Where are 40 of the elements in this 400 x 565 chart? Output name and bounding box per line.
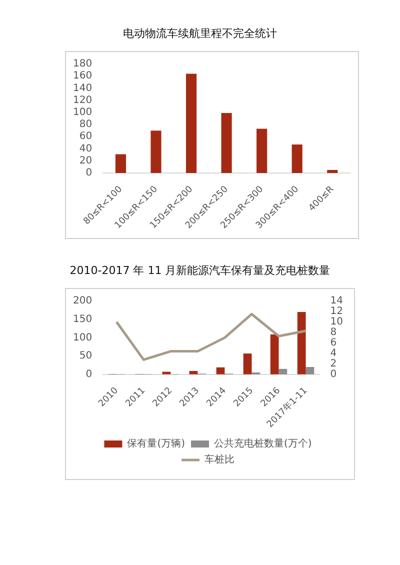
- bar: [278, 368, 288, 374]
- bar: [243, 353, 252, 374]
- y2-tick-label: 8: [330, 327, 337, 338]
- bar: [270, 334, 279, 374]
- y-tick-label: 20: [79, 155, 92, 166]
- y-tick-label: 200: [72, 296, 92, 307]
- y2-tick-label: 6: [330, 338, 337, 349]
- legend-label: 保有量(万辆): [127, 438, 186, 450]
- y-tick-label: 100: [72, 332, 92, 344]
- y2-tick-label: 10: [330, 316, 344, 328]
- y-tick-label: 50: [79, 350, 92, 362]
- y2-tick-label: 4: [330, 348, 337, 359]
- bar: [297, 312, 306, 374]
- chart-title: 2010-2017 年 11 月新能源汽车保有量及充电桩数量: [68, 263, 332, 278]
- bar: [150, 130, 162, 173]
- bar: [327, 170, 338, 173]
- y-tick-label: 180: [72, 58, 92, 70]
- chart-title: 电动物流车续航里程不完全统计: [122, 26, 278, 41]
- y-tick-label: 40: [79, 143, 92, 154]
- bar: [306, 367, 314, 374]
- y-tick-label: 160: [72, 70, 92, 82]
- legend-label: 车桩比: [204, 454, 234, 466]
- y-tick-label: 100: [72, 107, 92, 118]
- y-tick-label: 80: [79, 119, 92, 130]
- y-tick-label: 0: [86, 368, 92, 380]
- y-tick-label: 0: [86, 168, 92, 179]
- y2-tick-label: 12: [330, 306, 344, 318]
- legend-label: 公共充电桩数量(万个): [214, 438, 312, 450]
- y-tick-label: 120: [72, 94, 92, 106]
- y2-tick-label: 14: [330, 296, 344, 307]
- bar: [221, 113, 232, 173]
- bar: [115, 154, 126, 173]
- y2-tick-label: 2: [330, 358, 337, 370]
- bar: [292, 144, 302, 173]
- y-tick-label: 150: [72, 314, 92, 325]
- y-tick-label: 140: [72, 82, 92, 94]
- y2-tick-label: 0: [330, 368, 337, 380]
- y-tick-label: 60: [79, 131, 92, 142]
- bar: [256, 128, 268, 173]
- bar: [186, 74, 197, 173]
